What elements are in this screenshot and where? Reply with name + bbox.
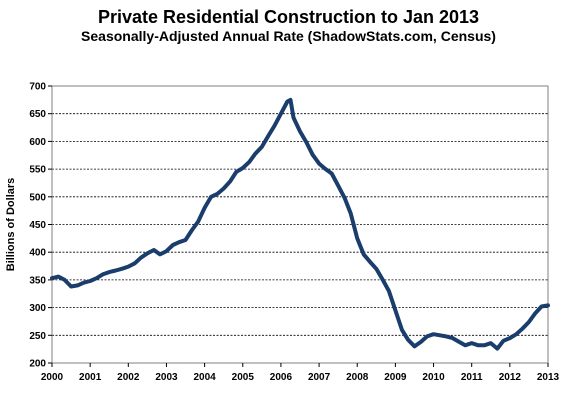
x-tick-label: 2005 — [232, 372, 255, 383]
x-axis-ticks: 2000 2001 2002 2003 2004 2005 2006 2007 2008 2009… — [41, 363, 560, 383]
y-tick-label: 400 — [29, 248, 46, 259]
x-tick-label: 2012 — [499, 372, 522, 383]
x-tick-label: 2004 — [193, 372, 216, 383]
y-tick-label: 250 — [29, 331, 46, 342]
series-line — [50, 97, 550, 351]
y-tick-label: 200 — [29, 359, 46, 370]
x-tick-label: 2007 — [308, 372, 331, 383]
y-tick-label: 650 — [29, 109, 46, 120]
x-tick-label: 2010 — [422, 372, 445, 383]
y-tick-label: 350 — [29, 275, 46, 286]
y-tick-label: 300 — [29, 303, 46, 314]
x-tick-label: 2000 — [41, 372, 64, 383]
x-tick-label: 2006 — [270, 372, 293, 383]
y-tick-label: 450 — [29, 220, 46, 231]
y-tick-label: 600 — [29, 137, 46, 148]
x-tick-label: 2002 — [117, 372, 140, 383]
x-tick-label: 2011 — [461, 372, 483, 383]
y-axis-ticks: 200 250 300 350 400 450 500 550 600 650 700 — [29, 82, 52, 370]
chart-title: Private Residential Construction to Jan … — [97, 7, 480, 27]
x-tick-label: 2009 — [384, 372, 407, 383]
y-tick-label: 550 — [29, 165, 46, 176]
gridlines — [52, 113, 548, 336]
x-tick-label: 2008 — [346, 372, 369, 383]
x-tick-label: 2013 — [537, 372, 560, 383]
chart-subtitle: Seasonally-Adjusted Annual Rate (ShadowS… — [81, 28, 496, 44]
y-tick-label: 500 — [29, 192, 46, 203]
y-tick-label: 700 — [29, 82, 46, 93]
y-axis-label: Billions of Dollars — [5, 178, 17, 272]
x-tick-label: 2003 — [155, 372, 178, 383]
x-tick-label: 2001 — [79, 372, 102, 383]
